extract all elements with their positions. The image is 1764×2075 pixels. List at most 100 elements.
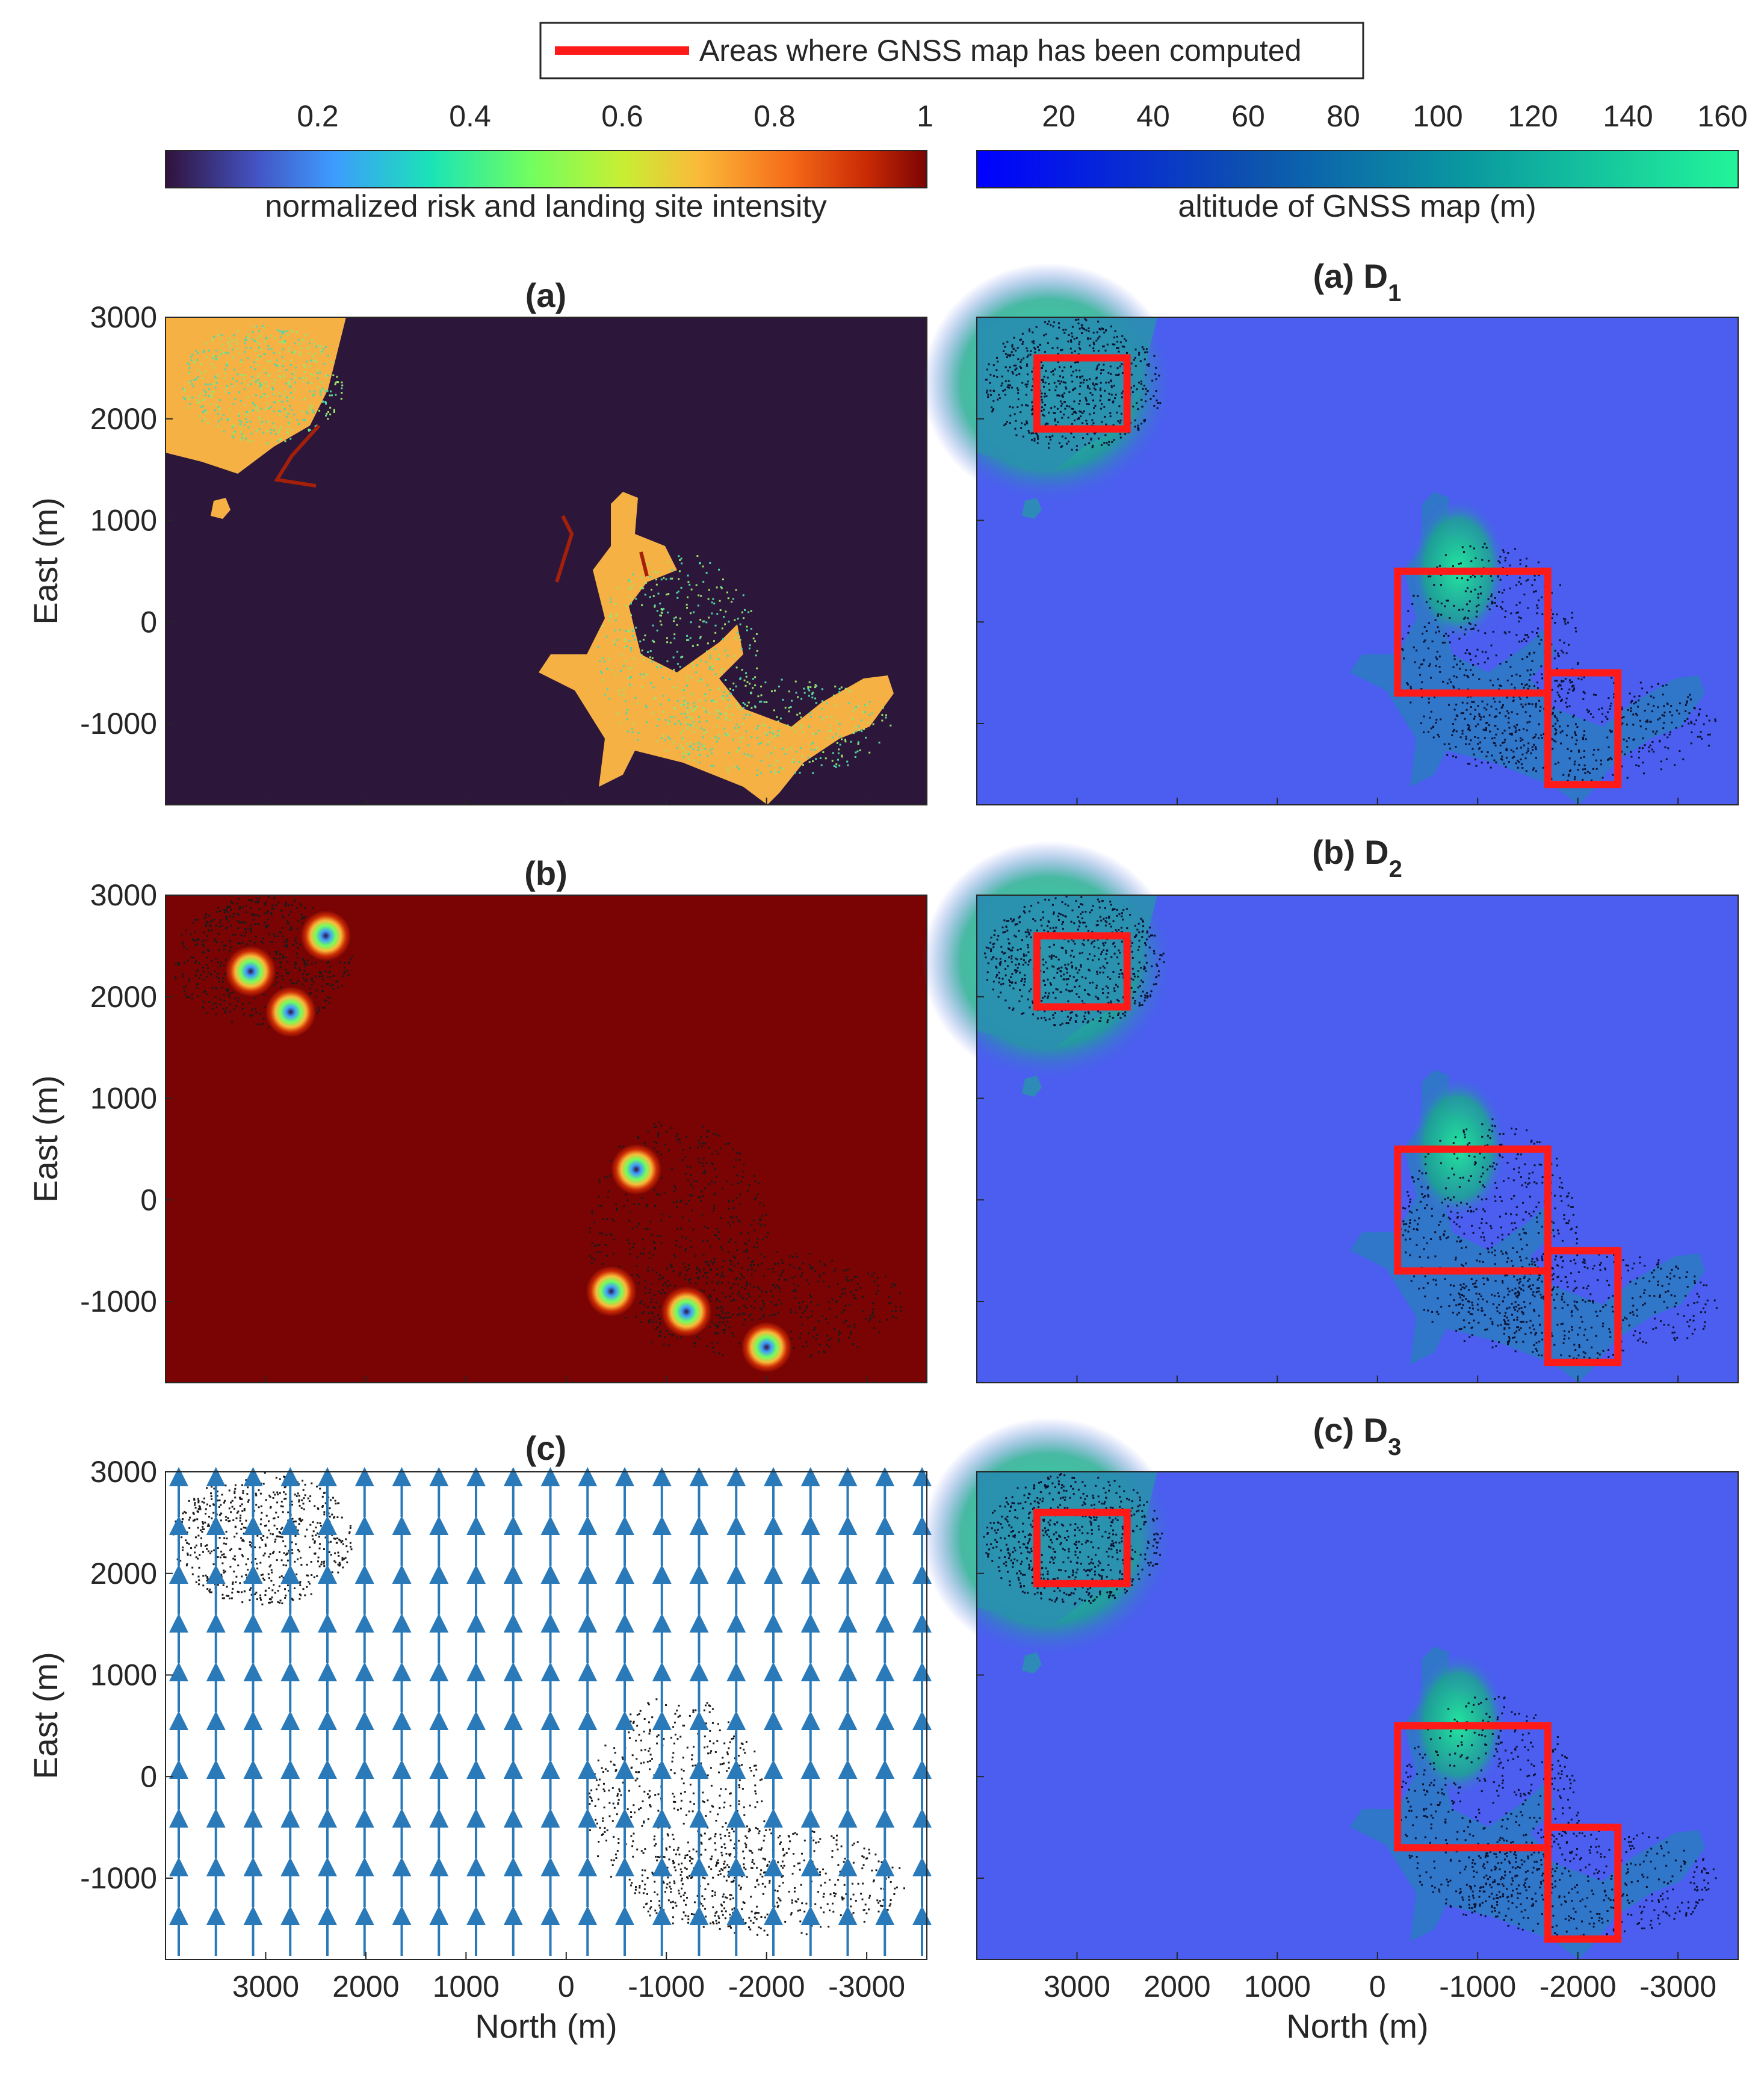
building-dot — [302, 983, 304, 985]
building-dot — [326, 983, 328, 985]
building-dot — [1027, 430, 1030, 432]
risk-speckle-dot — [729, 704, 732, 707]
building-dot — [636, 1848, 639, 1850]
risk-speckle-dot — [625, 700, 627, 703]
risk-speckle-dot — [625, 645, 628, 648]
building-dot — [1088, 327, 1090, 329]
building-dot — [872, 1302, 874, 1304]
risk-speckle-dot — [722, 578, 724, 580]
panel-left-a: (a) — [165, 276, 927, 805]
building-dot — [235, 1581, 237, 1583]
building-dot — [743, 1902, 746, 1904]
building-dot — [223, 945, 226, 947]
risk-speckle-dot — [782, 768, 784, 770]
risk-speckle-dot — [862, 711, 864, 713]
building-dot — [636, 1714, 639, 1716]
risk-speckle-dot — [758, 743, 760, 745]
risk-speckle-dot — [835, 763, 838, 766]
risk-speckle-dot — [688, 758, 690, 760]
risk-speckle-dot — [336, 376, 338, 378]
risk-speckle-dot — [239, 423, 241, 426]
building-dot — [714, 1833, 717, 1835]
building-dot — [251, 1014, 253, 1016]
building-dot — [870, 1315, 872, 1317]
building-dot — [657, 1235, 659, 1237]
building-dot — [784, 1279, 786, 1281]
building-dot — [323, 1511, 326, 1513]
building-dot — [698, 1277, 700, 1280]
building-dot — [235, 1575, 238, 1578]
building-dot — [730, 1263, 732, 1265]
risk-speckle-dot — [808, 725, 811, 728]
risk-speckle-dot — [701, 679, 704, 681]
building-dot — [652, 1241, 655, 1243]
building-dot — [768, 1861, 770, 1863]
building-dot — [666, 1773, 669, 1776]
building-dot — [723, 1867, 725, 1869]
building-dot — [636, 1226, 638, 1228]
building-dot — [992, 408, 995, 411]
building-dot — [720, 1217, 722, 1219]
building-dot — [776, 1262, 779, 1265]
building-dot — [185, 1512, 187, 1514]
building-dot — [274, 1493, 276, 1496]
building-dot — [334, 1552, 336, 1554]
building-dot — [681, 1159, 684, 1161]
building-dot — [1095, 383, 1097, 385]
building-dot — [1119, 433, 1122, 435]
risk-speckle-dot — [822, 718, 824, 721]
building-dot — [1083, 410, 1085, 412]
risk-speckle-dot — [631, 731, 634, 733]
building-dot — [345, 1538, 347, 1540]
risk-speckle-dot — [850, 740, 852, 743]
risk-speckle-dot — [630, 647, 633, 649]
building-dot — [726, 1864, 729, 1866]
building-dot — [761, 1875, 764, 1878]
building-dot — [269, 1507, 271, 1509]
building-dot — [647, 1702, 649, 1704]
risk-speckle-dot — [711, 748, 713, 750]
building-dot — [716, 1274, 719, 1276]
building-dot — [202, 1525, 204, 1528]
risk-speckle-dot — [291, 373, 294, 375]
building-dot — [299, 1581, 302, 1583]
building-dot — [1119, 436, 1122, 439]
risk-speckle-dot — [855, 751, 857, 754]
building-dot — [763, 1840, 765, 1842]
building-dot — [737, 1293, 739, 1295]
risk-speckle-dot — [754, 640, 756, 642]
risk-speckle-dot — [234, 430, 237, 433]
building-dot — [711, 1163, 714, 1165]
building-dot — [693, 1746, 695, 1748]
building-dot — [705, 1722, 707, 1725]
risk-speckle-dot — [741, 611, 743, 613]
building-dot — [876, 1899, 879, 1902]
building-dot — [649, 1760, 651, 1762]
landing-site — [586, 1266, 637, 1317]
building-dot — [681, 1236, 684, 1238]
building-dot — [835, 1893, 837, 1895]
building-dot — [232, 1519, 235, 1521]
building-dot — [866, 1857, 868, 1859]
building-dot — [195, 1581, 197, 1583]
risk-speckle-dot — [729, 719, 732, 721]
building-dot — [231, 1592, 234, 1594]
risk-speckle-dot — [702, 707, 704, 709]
building-dot — [280, 910, 282, 912]
building-dot — [1021, 382, 1024, 384]
building-dot — [234, 1536, 236, 1538]
building-dot — [720, 1852, 723, 1854]
risk-speckle-dot — [726, 591, 728, 594]
building-dot — [327, 982, 330, 985]
building-dot — [763, 1274, 765, 1277]
risk-speckle-dot — [881, 719, 884, 722]
building-dot — [648, 1790, 651, 1792]
building-dot — [590, 1262, 593, 1264]
building-dot — [307, 959, 309, 961]
building-dot — [264, 1594, 267, 1596]
building-dot — [651, 1716, 654, 1719]
colorbar-altitude-tick: 140 — [1603, 99, 1653, 133]
risk-speckle-dot — [735, 666, 738, 669]
building-dot — [1029, 328, 1030, 330]
colorbar-risk-gradient — [165, 150, 927, 188]
